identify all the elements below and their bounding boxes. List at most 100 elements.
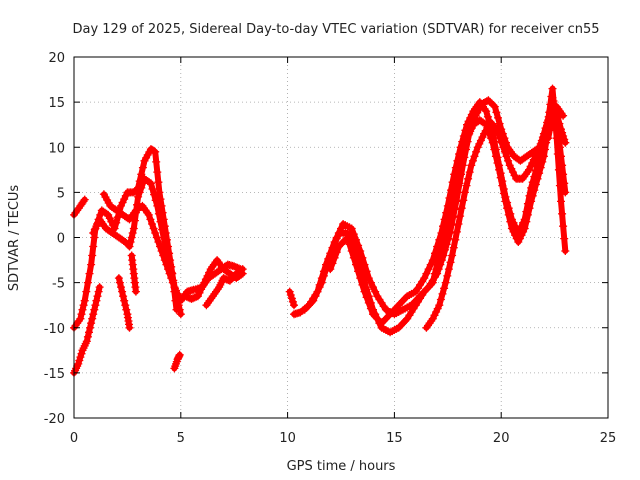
data-point	[82, 337, 91, 346]
data-point	[548, 84, 557, 93]
data-point	[152, 157, 161, 166]
data-point	[76, 353, 85, 362]
data-point	[75, 356, 84, 365]
data-point	[352, 235, 360, 244]
data-point	[490, 102, 499, 111]
y-tick-label: 20	[48, 51, 65, 66]
data-point	[444, 265, 453, 274]
data-point	[494, 129, 503, 138]
data-point	[122, 305, 131, 314]
data-point	[286, 291, 295, 299]
data-point	[330, 253, 339, 262]
data-point	[552, 108, 561, 117]
data-point	[440, 215, 449, 224]
data-point	[558, 209, 567, 218]
data-point	[161, 240, 170, 249]
data-point	[499, 185, 508, 193]
data-point	[137, 183, 146, 192]
chart-title: Day 129 of 2025, Sidereal Day-to-day VTE…	[72, 22, 599, 37]
data-point	[508, 168, 517, 177]
data-point	[175, 350, 184, 359]
data-point	[453, 156, 462, 165]
data-point	[494, 113, 502, 122]
data-point	[144, 210, 153, 219]
y-tick-label: -15	[44, 367, 65, 382]
data-point	[455, 150, 463, 158]
data-point	[457, 204, 466, 213]
data-point	[561, 138, 570, 147]
data-point	[90, 305, 99, 314]
data-point	[446, 258, 455, 267]
data-point	[317, 278, 326, 287]
data-point	[550, 102, 559, 111]
data-point	[432, 308, 441, 316]
data-point	[369, 283, 377, 292]
data-point	[473, 143, 482, 152]
data-point	[462, 181, 471, 190]
data-point	[356, 274, 365, 283]
data-point	[452, 227, 461, 236]
data-point	[157, 247, 166, 255]
data-point	[156, 242, 164, 251]
data-point	[200, 278, 209, 287]
data-point	[547, 92, 556, 101]
data-point	[237, 266, 246, 275]
data-point	[552, 134, 561, 143]
data-point	[506, 209, 515, 218]
data-point	[134, 192, 143, 201]
data-point	[428, 256, 437, 265]
data-point	[505, 161, 514, 170]
data-point	[89, 229, 98, 237]
data-point	[175, 305, 184, 314]
data-point	[534, 145, 543, 154]
data-point	[478, 133, 487, 142]
data-point	[198, 282, 207, 290]
data-point	[422, 269, 431, 278]
data-point	[354, 267, 363, 276]
data-point	[499, 143, 508, 152]
data-point	[468, 156, 477, 165]
data-point	[102, 209, 111, 218]
data-point	[104, 210, 113, 219]
data-point	[159, 251, 168, 260]
data-point	[135, 188, 144, 197]
data-point	[515, 225, 524, 234]
data-point	[148, 220, 156, 228]
data-point	[92, 222, 101, 231]
data-point	[435, 301, 444, 310]
data-point	[542, 135, 551, 144]
y-tick-label: -5	[52, 277, 65, 292]
data-point	[153, 201, 162, 210]
data-point	[328, 259, 337, 268]
data-point	[561, 247, 570, 255]
data-point	[309, 296, 318, 305]
data-point	[492, 108, 501, 117]
data-point	[119, 292, 128, 301]
data-point	[523, 199, 532, 208]
data-point	[440, 284, 449, 293]
data-point	[77, 310, 86, 319]
data-point	[85, 269, 94, 278]
data-point	[514, 238, 523, 246]
data-point	[352, 260, 360, 269]
data-point	[358, 280, 367, 289]
data-point	[454, 220, 463, 228]
data-point	[290, 301, 298, 310]
data-point	[420, 274, 429, 283]
data-point	[435, 235, 444, 244]
data-point	[464, 174, 473, 183]
data-point	[197, 285, 206, 294]
data-point	[559, 132, 568, 140]
data-point	[156, 217, 165, 226]
series-band	[291, 97, 567, 318]
data-point	[80, 296, 89, 305]
data-point	[146, 179, 155, 188]
data-point	[162, 260, 171, 269]
data-point	[520, 215, 529, 224]
data-point	[94, 287, 103, 296]
data-point	[288, 297, 297, 306]
series-track-1	[70, 195, 89, 219]
data-point	[145, 178, 154, 187]
data-point	[105, 214, 114, 223]
